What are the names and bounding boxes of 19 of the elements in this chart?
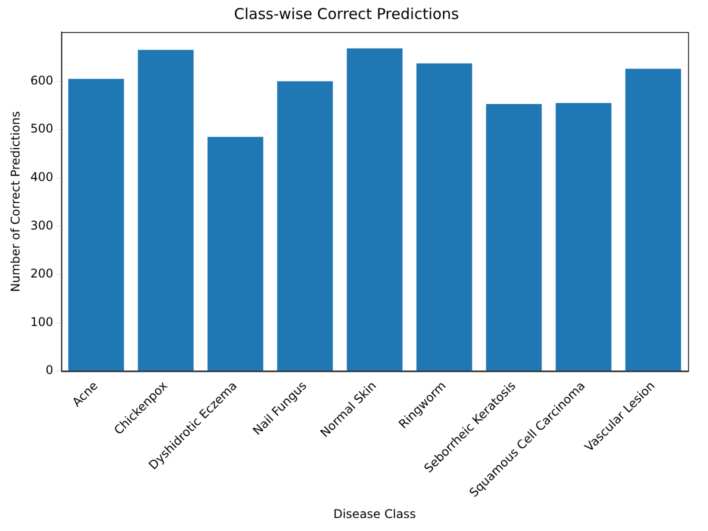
x-axis-title: Disease Class bbox=[333, 506, 416, 521]
y-tick-label: 300 bbox=[30, 218, 54, 232]
y-tick-label: 200 bbox=[30, 266, 54, 281]
bar bbox=[416, 63, 472, 371]
y-tick-label: 400 bbox=[30, 170, 54, 184]
bar bbox=[138, 50, 194, 371]
y-axis-title: Number of Correct Predictions bbox=[8, 111, 22, 292]
bar bbox=[277, 81, 333, 371]
bar bbox=[346, 48, 403, 371]
y-tick-label: 600 bbox=[30, 73, 54, 88]
bar bbox=[68, 78, 124, 371]
y-tick-label: 100 bbox=[30, 314, 54, 329]
bar bbox=[625, 68, 682, 371]
y-tick-label: 0 bbox=[46, 363, 54, 378]
bar bbox=[556, 103, 612, 371]
y-tick-label: 500 bbox=[30, 122, 54, 136]
bar bbox=[208, 136, 264, 371]
bar bbox=[486, 104, 542, 371]
chart-title: Class-wise Correct Predictions bbox=[234, 4, 460, 23]
